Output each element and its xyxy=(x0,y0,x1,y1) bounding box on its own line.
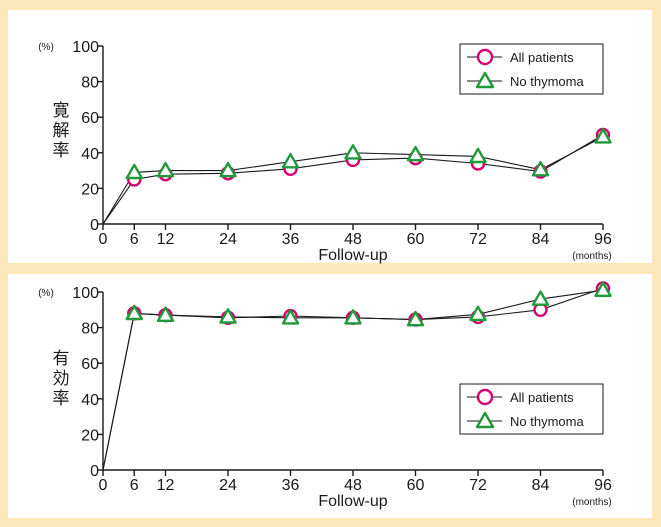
data-point-no-thymoma xyxy=(531,290,550,306)
y-tick-label: 100 xyxy=(72,39,99,56)
data-point-no-thymoma xyxy=(156,306,175,322)
y-tick-label: 60 xyxy=(81,356,99,373)
legend-marker-all-patients xyxy=(476,48,494,66)
data-point-no-thymoma xyxy=(344,309,362,325)
data-point-no-thymoma xyxy=(531,160,550,177)
data-point-no-thymoma xyxy=(344,144,362,160)
legend-marker-no-thymoma xyxy=(475,71,495,89)
y-tick-label: 40 xyxy=(81,146,99,163)
legend-label: All patients xyxy=(510,390,574,405)
y-unit-label: (%) xyxy=(38,288,54,299)
x-tick-label: 96 xyxy=(594,477,612,494)
x-tick-label: 48 xyxy=(344,231,362,248)
x-tick-label: 36 xyxy=(282,477,300,494)
x-tick-label: 0 xyxy=(99,477,108,494)
x-tick-label: 60 xyxy=(407,477,425,494)
x-tick-label: 60 xyxy=(407,231,425,248)
legend: All patients No thymoma xyxy=(459,43,604,95)
y-tick-label: 40 xyxy=(81,392,99,409)
x-axis-title: Follow-up xyxy=(318,493,387,510)
y-tick-label: 60 xyxy=(81,110,99,127)
x-tick-label: 36 xyxy=(282,231,300,248)
legend-label: No thymoma xyxy=(510,414,584,429)
data-point-no-thymoma xyxy=(469,305,487,322)
x-tick-label: 84 xyxy=(532,477,550,494)
legend: All patients No thymoma xyxy=(459,383,604,435)
x-tick-label: 96 xyxy=(594,231,612,248)
x-tick-label: 0 xyxy=(99,231,108,248)
x-tick-label: 12 xyxy=(157,477,175,494)
legend-label: All patients xyxy=(510,50,574,65)
y-tick-label: 80 xyxy=(81,321,99,338)
data-point-no-thymoma xyxy=(281,152,300,169)
series-line-all-patients xyxy=(102,134,604,225)
y-tick-label: 0 xyxy=(90,463,99,480)
series-line-no-thymoma xyxy=(102,289,604,471)
x-tick-label: 72 xyxy=(469,231,487,248)
x-axis-title: Follow-up xyxy=(318,247,387,264)
x-tick-label: 6 xyxy=(130,231,139,248)
legend-marker-no-thymoma xyxy=(475,411,495,429)
data-point-no-thymoma xyxy=(125,304,144,321)
x-tick-label: 12 xyxy=(157,231,175,248)
x-tick-label: 24 xyxy=(219,231,237,248)
x-tick-label: 6 xyxy=(130,477,139,494)
data-point-no-thymoma xyxy=(406,310,425,327)
x-tick-label: 84 xyxy=(532,231,550,248)
y-tick-label: 80 xyxy=(81,75,99,92)
x-unit-label: (months) xyxy=(572,497,611,508)
x-unit-label: (months) xyxy=(572,251,611,262)
chart-panel-remission-rate: 0 20 40 60 80 100 (%) 寛解率 0 6 12 24 36 48 60 72 84 96 Foll… xyxy=(8,10,652,264)
x-tick-label: 72 xyxy=(469,477,487,494)
data-point-no-thymoma xyxy=(406,145,425,162)
data-point-no-thymoma xyxy=(125,163,144,180)
data-point-no-thymoma xyxy=(219,161,237,178)
x-tick-label: 48 xyxy=(344,477,362,494)
y-tick-label: 20 xyxy=(81,181,99,198)
y-tick-label: 20 xyxy=(81,427,99,444)
data-point-no-thymoma xyxy=(469,147,487,164)
chart-panel-efficacy-rate: 0 20 40 60 80 100 (%) 有効率 0 6 12 24 36 48 60 72 84 96 Foll… xyxy=(8,274,652,518)
y-unit-label: (%) xyxy=(38,42,54,53)
y-tick-label: 100 xyxy=(72,285,99,302)
data-point-no-thymoma xyxy=(219,308,237,324)
legend-marker-all-patients xyxy=(476,388,494,406)
data-point-no-thymoma xyxy=(156,161,175,178)
legend-label: No thymoma xyxy=(510,74,584,89)
x-tick-label: 24 xyxy=(219,477,237,494)
data-point-no-thymoma xyxy=(281,309,300,325)
y-tick-label: 0 xyxy=(90,217,99,234)
series-line-no-thymoma xyxy=(102,136,604,225)
data-point-no-thymoma xyxy=(594,281,612,297)
y-axis-title: 寛解率 xyxy=(53,101,70,161)
data-point-no-thymoma xyxy=(594,128,612,144)
y-axis-title: 有効率 xyxy=(53,349,70,409)
